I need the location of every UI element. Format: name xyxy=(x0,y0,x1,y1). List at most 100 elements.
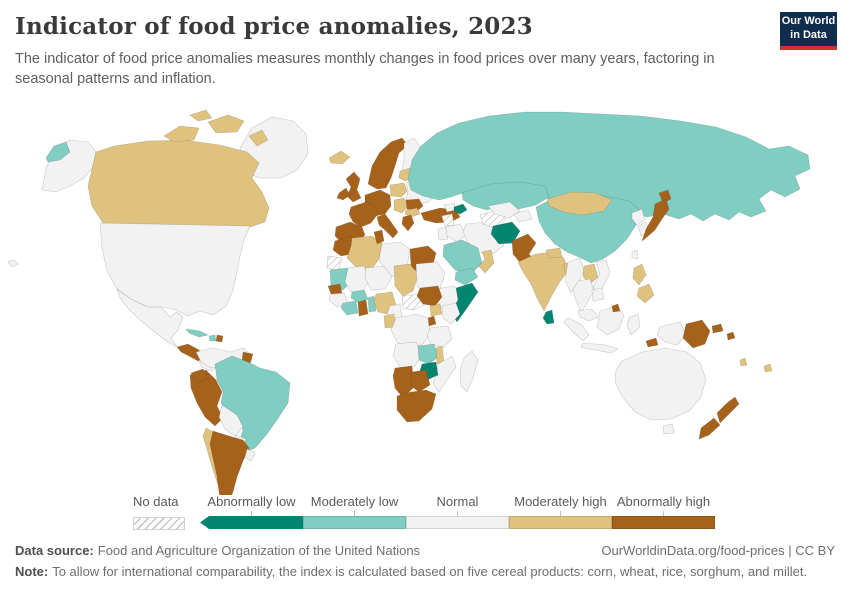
country-philippines[interactable] xyxy=(636,283,655,304)
country-mexico[interactable] xyxy=(116,288,184,348)
country-tanzania[interactable] xyxy=(426,325,453,349)
country-canada-arctic[interactable] xyxy=(207,114,245,134)
country-yemen[interactable] xyxy=(454,267,479,286)
legend-bin-moderately-low[interactable]: Moderately low xyxy=(303,494,406,530)
country-senegal[interactable] xyxy=(327,283,343,295)
country-canada-arctic[interactable] xyxy=(163,125,200,143)
country-madagascar[interactable] xyxy=(459,350,479,393)
country-brunei[interactable] xyxy=(611,303,621,313)
country-thailand[interactable] xyxy=(572,278,595,314)
country-cuba[interactable] xyxy=(185,328,209,338)
country-russia-chukotka[interactable] xyxy=(45,141,71,163)
legend-tick xyxy=(457,511,458,516)
country-uruguay[interactable] xyxy=(244,448,256,462)
country-bolivia[interactable] xyxy=(218,404,244,437)
country-bulgaria[interactable] xyxy=(404,207,421,218)
country-united-states-hawaii[interactable] xyxy=(7,259,19,268)
country-solomon-islands[interactable] xyxy=(726,331,736,341)
country-kenya[interactable] xyxy=(441,302,461,325)
country-philippines[interactable] xyxy=(632,263,647,286)
country-argentina[interactable] xyxy=(209,430,250,506)
country-united-states[interactable] xyxy=(99,222,251,317)
country-botswana[interactable] xyxy=(410,369,431,393)
country-uganda[interactable] xyxy=(429,303,443,317)
country-indonesia-java[interactable] xyxy=(580,342,619,354)
legend-swatch-normal[interactable] xyxy=(406,516,509,529)
country-tunisia[interactable] xyxy=(373,229,385,245)
country-chad[interactable] xyxy=(393,263,419,297)
legend-swatch-moderately-high[interactable] xyxy=(509,516,612,529)
country-jordan-israel[interactable] xyxy=(437,226,449,241)
country-haiti[interactable] xyxy=(208,334,217,342)
country-canada[interactable] xyxy=(87,139,270,228)
country-angola[interactable] xyxy=(392,341,423,369)
legend-swatch-abnormally-low[interactable] xyxy=(200,516,303,529)
country-niger[interactable] xyxy=(364,265,393,291)
legend-bin-normal[interactable]: Normal xyxy=(406,494,509,530)
country-timor-leste[interactable] xyxy=(645,337,659,348)
country-syria[interactable] xyxy=(441,213,455,227)
country-poland[interactable] xyxy=(389,182,408,198)
country-italy[interactable] xyxy=(376,213,399,239)
country-togo-benin[interactable] xyxy=(367,295,377,313)
country-australia-tasmania[interactable] xyxy=(662,423,675,435)
legend-swatch-moderately-low[interactable] xyxy=(303,516,406,529)
owid-logo[interactable]: Our World in Data xyxy=(780,12,837,50)
country-south-africa[interactable] xyxy=(396,389,437,423)
country-azerbaijan[interactable] xyxy=(453,203,468,215)
legend-no-data[interactable]: No data xyxy=(133,494,185,530)
legend-bin-label: Abnormally low xyxy=(207,494,296,509)
country-greece[interactable] xyxy=(401,214,415,232)
legend-bin-moderately-high[interactable]: Moderately high xyxy=(509,494,612,530)
country-rwanda[interactable] xyxy=(427,315,437,327)
country-papua-new-guinea[interactable] xyxy=(711,323,724,334)
country-saudi-arabia[interactable] xyxy=(442,239,483,275)
country-france[interactable] xyxy=(348,201,378,228)
country-mongolia[interactable] xyxy=(546,191,613,216)
world-choropleth-map xyxy=(0,100,850,506)
country-hungary-serbia[interactable] xyxy=(393,197,409,214)
country-north-korea[interactable] xyxy=(631,208,646,226)
country-papua-new-guinea[interactable] xyxy=(682,319,711,349)
country-new-zealand[interactable] xyxy=(698,417,721,440)
country-indonesia-west-papua[interactable] xyxy=(656,321,687,346)
country-australia[interactable] xyxy=(614,347,707,421)
country-oman[interactable] xyxy=(478,249,495,274)
country-japan[interactable] xyxy=(658,189,672,204)
country-kyrgyzstan-tajikistan[interactable] xyxy=(513,209,533,223)
country-norway-sweden[interactable] xyxy=(367,137,409,190)
country-ecuador[interactable] xyxy=(190,368,209,384)
country-indonesia-sulawesi[interactable] xyxy=(626,313,641,336)
country-ireland[interactable] xyxy=(336,187,351,201)
legend-bin-abnormally-high[interactable]: Abnormally high xyxy=(612,494,715,530)
country-cote-divoire[interactable] xyxy=(340,300,359,316)
country-indonesia-sumatra[interactable] xyxy=(563,317,590,342)
country-sri-lanka[interactable] xyxy=(542,309,555,325)
country-united-states-alaska[interactable] xyxy=(41,139,97,193)
country-india[interactable] xyxy=(517,251,569,312)
owid-url-license-link[interactable]: OurWorldinData.org/food-prices | CC BY xyxy=(601,543,835,558)
country-dominican-republic[interactable] xyxy=(215,334,224,343)
legend-bin-abnormally-low[interactable]: Abnormally low xyxy=(200,494,303,530)
country-ghana[interactable] xyxy=(357,299,369,317)
country-kazakhstan[interactable] xyxy=(461,181,550,211)
country-nepal[interactable] xyxy=(545,247,563,259)
country-japan[interactable] xyxy=(641,198,670,242)
country-canada-arctic[interactable] xyxy=(248,129,269,147)
country-malaysia[interactable] xyxy=(577,308,599,322)
country-iraq[interactable] xyxy=(445,223,467,243)
country-new-zealand[interactable] xyxy=(716,396,740,424)
country-iceland[interactable] xyxy=(328,150,351,165)
country-cambodia[interactable] xyxy=(591,287,605,302)
legend-swatch-abnormally-high[interactable] xyxy=(612,516,715,529)
country-vanuatu[interactable] xyxy=(739,357,748,367)
country-united-kingdom[interactable] xyxy=(345,171,362,203)
country-romania[interactable] xyxy=(405,198,424,212)
country-canada-arctic[interactable] xyxy=(189,109,213,122)
country-zambia[interactable] xyxy=(417,343,439,365)
country-taiwan[interactable] xyxy=(631,249,639,260)
country-brazil[interactable] xyxy=(214,355,291,453)
country-dr-congo[interactable] xyxy=(390,313,431,349)
no-data-swatch[interactable] xyxy=(133,517,185,530)
country-fiji[interactable] xyxy=(763,363,773,373)
